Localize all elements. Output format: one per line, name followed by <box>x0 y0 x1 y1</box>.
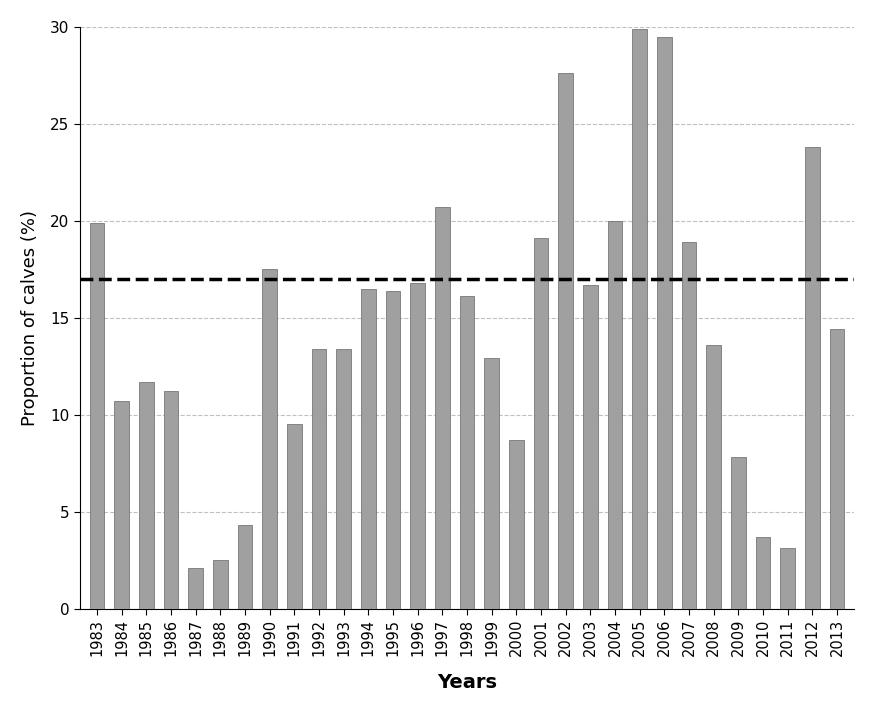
Bar <box>459 297 474 609</box>
Bar <box>360 289 375 609</box>
Bar <box>312 349 326 609</box>
Bar <box>435 207 450 609</box>
Bar <box>633 29 647 609</box>
Bar <box>830 329 844 609</box>
Bar <box>238 525 252 609</box>
Bar <box>731 457 746 609</box>
Y-axis label: Proportion of calves (%): Proportion of calves (%) <box>21 210 38 426</box>
Bar <box>139 381 154 609</box>
X-axis label: Years: Years <box>437 673 497 692</box>
Bar <box>188 568 203 609</box>
Bar <box>287 424 302 609</box>
Bar <box>336 349 351 609</box>
Bar <box>262 270 277 609</box>
Bar <box>386 291 401 609</box>
Bar <box>755 537 770 609</box>
Bar <box>706 345 721 609</box>
Bar <box>780 548 795 609</box>
Bar <box>213 560 228 609</box>
Bar <box>607 221 622 609</box>
Bar <box>657 36 672 609</box>
Bar <box>410 283 425 609</box>
Bar <box>509 440 523 609</box>
Bar <box>805 147 820 609</box>
Bar <box>558 73 573 609</box>
Bar <box>583 284 598 609</box>
Bar <box>115 401 130 609</box>
Bar <box>89 222 104 609</box>
Bar <box>164 391 178 609</box>
Bar <box>484 359 499 609</box>
Bar <box>534 238 549 609</box>
Bar <box>682 242 696 609</box>
